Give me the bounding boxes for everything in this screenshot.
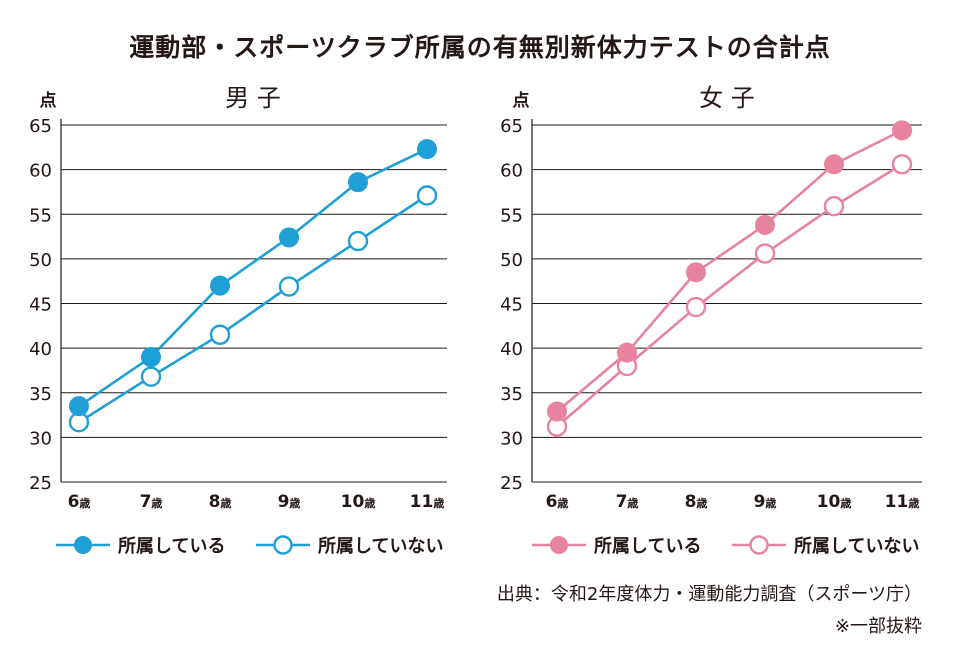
girls-legend-open-label: 所属していない bbox=[794, 536, 919, 557]
girls-x-tick-label: 9歳 bbox=[754, 492, 777, 512]
source-note: 出典：令和2年度体力・運動能力調査（スポーツ庁） bbox=[496, 584, 922, 605]
boys-chart: 男 子 点 25 30 35 40 45 50 55 60 65 6歳 7歳 8歳 9歳 10歳 11歳所属して… bbox=[29, 84, 447, 557]
girls-y-tick-label: 35 bbox=[500, 384, 523, 405]
girls-series-filled-line bbox=[556, 129, 903, 413]
girls-x-tick-label: 6歳 bbox=[546, 492, 569, 512]
girls-y-axis-label: 点 bbox=[513, 90, 530, 111]
girls-point-open bbox=[754, 243, 776, 264]
girls-point-filled bbox=[686, 262, 706, 283]
boys-series-open-line bbox=[78, 194, 428, 424]
boys-y-tick-label: 55 bbox=[29, 205, 52, 226]
boys-point-open bbox=[140, 366, 162, 387]
boys-y-tick-label: 45 bbox=[29, 295, 52, 316]
boys-point-filled bbox=[417, 139, 437, 160]
girls-chart-title: 女 子 bbox=[699, 84, 755, 112]
girls-x-tick-label: 8歳 bbox=[685, 492, 708, 512]
boys-legend-filled-marker bbox=[74, 536, 92, 554]
boys-legend-filled-label: 所属している bbox=[118, 536, 225, 557]
girls-series-open-line bbox=[556, 163, 903, 428]
girls-x-tick-label: 11歳 bbox=[885, 492, 920, 512]
boys-x-tick-label: 10歳 bbox=[341, 492, 376, 512]
girls-point-open bbox=[891, 154, 913, 175]
boys-point-filled bbox=[279, 227, 299, 248]
excerpt-note: ※一部抜粋 bbox=[834, 616, 922, 637]
boys-point-open bbox=[278, 276, 300, 297]
boys-x-tick-label: 11歳 bbox=[410, 492, 445, 512]
boys-y-tick-label: 40 bbox=[29, 339, 52, 360]
girls-y-tick-label: 55 bbox=[500, 205, 523, 226]
boys-y-tick-label: 50 bbox=[29, 250, 52, 271]
boys-legend-open-marker bbox=[273, 535, 293, 555]
boys-x-tick-label: 6歳 bbox=[68, 492, 91, 512]
boys-point-open bbox=[209, 324, 231, 345]
boys-y-tick-label: 65 bbox=[29, 116, 52, 137]
girls-y-tick-label: 50 bbox=[500, 250, 523, 271]
boys-point-open bbox=[347, 230, 369, 252]
girls-chart: 女 子 点 25 30 35 40 45 50 55 60 65 6歳 7歳 8歳 9歳 10歳 11歳所属して… bbox=[500, 84, 922, 557]
girls-x-tick-label: 7歳 bbox=[616, 492, 639, 512]
boys-x-tick-label: 7歳 bbox=[140, 492, 163, 512]
boys-point-open bbox=[416, 185, 438, 206]
boys-y-tick-label: 35 bbox=[29, 384, 52, 405]
boys-y-tick-label: 30 bbox=[29, 428, 52, 449]
girls-point-filled bbox=[547, 401, 567, 422]
girls-point-filled bbox=[617, 342, 637, 363]
boys-y-tick-label: 60 bbox=[29, 161, 52, 182]
girls-point-open bbox=[685, 296, 707, 318]
girls-legend-filled-marker bbox=[550, 536, 568, 554]
girls-point-filled bbox=[824, 154, 844, 175]
boys-point-filled bbox=[210, 275, 230, 296]
boys-point-filled bbox=[69, 396, 89, 417]
boys-y-axis-label: 点 bbox=[40, 90, 57, 111]
boys-y-tick-label: 25 bbox=[29, 473, 52, 494]
boys-point-filled bbox=[348, 172, 368, 193]
girls-x-tick-label: 10歳 bbox=[817, 492, 852, 512]
girls-y-tick-label: 65 bbox=[500, 116, 523, 137]
girls-legend-filled-label: 所属している bbox=[594, 536, 701, 557]
boys-x-tick-label: 9歳 bbox=[278, 492, 301, 512]
girls-point-filled bbox=[755, 214, 775, 235]
girls-y-tick-label: 60 bbox=[500, 161, 523, 182]
boys-chart-title: 男 子 bbox=[225, 84, 281, 112]
girls-point-filled bbox=[892, 120, 912, 141]
boys-series-filled-line bbox=[78, 147, 428, 408]
boys-x-tick-label: 8歳 bbox=[209, 492, 232, 512]
girls-y-tick-label: 30 bbox=[500, 428, 523, 449]
boys-point-filled bbox=[141, 347, 161, 368]
boys-legend-open-label: 所属していない bbox=[318, 536, 443, 557]
girls-y-tick-label: 45 bbox=[500, 295, 523, 316]
girls-y-tick-label: 25 bbox=[500, 473, 523, 494]
girls-legend-open-marker bbox=[749, 535, 769, 555]
girls-point-open bbox=[823, 196, 845, 217]
girls-y-tick-label: 40 bbox=[500, 339, 523, 360]
chart-main-title: 運動部・スポーツクラブ所属の有無別新体力テストの合計点 bbox=[129, 33, 831, 62]
